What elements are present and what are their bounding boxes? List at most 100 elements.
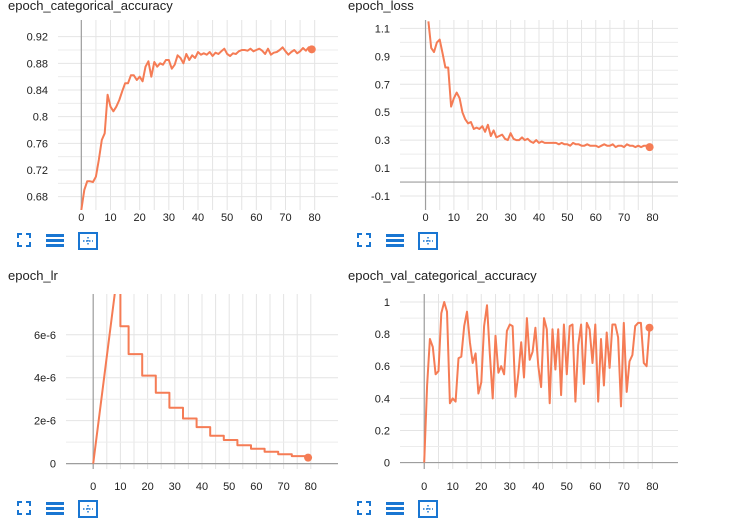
fullscreen-icon [17,233,31,247]
x-tick-label: 0 [90,481,96,493]
y-tick-label: 0.88 [27,58,48,70]
x-tick-label: 0 [422,212,428,224]
y-tick-label: 0.7 [375,79,390,91]
series-line [423,301,651,463]
y-tick-label: 6e-6 [34,330,56,342]
y-tick-label: 0.6 [375,361,390,373]
fullscreen-button[interactable] [356,232,376,250]
x-tick-label: 80 [309,212,321,224]
x-tick-label: 10 [448,212,460,224]
fit-domain-icon [418,232,438,250]
y-tick-label: 0.72 [27,165,48,177]
x-tick-label: 70 [618,212,630,224]
x-tick-label: 70 [277,481,289,493]
x-tick-label: 80 [305,481,317,493]
x-tick-label: 60 [250,212,262,224]
fit-domain-button[interactable] [418,500,438,518]
fullscreen-button[interactable] [16,500,36,518]
x-tick-label: 20 [134,212,146,224]
series-line [80,46,313,210]
fullscreen-button[interactable] [16,232,36,250]
toggle-log-scale-button[interactable] [386,500,406,518]
chart-title: epoch_lr [8,268,58,283]
x-tick-label: 30 [169,481,181,493]
x-tick-label: 10 [114,481,126,493]
fit-domain-icon [78,500,98,518]
y-tick-label: 0.1 [375,163,390,175]
y-tick-label: 0.92 [27,32,48,44]
x-tick-label: 70 [618,481,630,493]
last-point-marker[interactable] [645,323,654,332]
chart-panel-lr: epoch_lr 0 10 20 30 40 50 60 70 80 0 2e-6 4e-6 6e-6 [0,264,340,524]
x-tick-label: 30 [505,212,517,224]
y-tick-label: 2e-6 [34,416,56,428]
x-tick-label: 30 [163,212,175,224]
y-tick-label: 0.4 [375,393,390,405]
y-tick-label: 0.3 [375,135,390,147]
fit-domain-icon [78,232,98,250]
x-tick-label: 10 [447,481,459,493]
chart-title: epoch_categorical_accuracy [8,0,173,13]
fullscreen-icon [17,501,31,515]
last-point-marker[interactable] [307,45,316,54]
x-tick-label: 60 [589,481,601,493]
list-icon [46,234,64,247]
y-tick-label: 0.8 [33,112,48,124]
y-tick-label: -0.1 [371,191,390,203]
chart-lr[interactable]: 0 10 20 30 40 50 60 70 80 0 2e-6 4e-6 6e-6 [0,264,340,504]
chart-panel-accuracy: epoch_categorical_accuracy 0 10 20 30 40 50 60… [0,0,340,260]
fit-domain-button[interactable] [78,232,98,250]
x-tick-label: 60 [250,481,262,493]
chart-val-accuracy[interactable]: 0 10 20 30 40 50 60 70 80 0 0.2 0.4 0.6 0.8 1 [340,264,743,504]
fit-domain-button[interactable] [78,500,98,518]
fit-domain-icon [418,500,438,518]
x-tick-label: 0 [78,212,84,224]
toggle-log-scale-button[interactable] [386,232,406,250]
x-tick-label: 20 [475,481,487,493]
last-point-marker[interactable] [645,143,654,152]
x-tick-label: 40 [196,481,208,493]
y-tick-label: 0 [50,459,56,471]
y-tick-label: 0.84 [27,85,48,97]
y-tick-label: 4e-6 [34,373,56,385]
fullscreen-button[interactable] [356,500,376,518]
x-tick-label: 0 [421,481,427,493]
fullscreen-icon [357,501,371,515]
fullscreen-icon [357,233,371,247]
y-tick-label: 0.2 [375,425,390,437]
y-tick-label: 0.68 [27,192,48,204]
chart-title: epoch_loss [348,0,414,13]
toggle-log-scale-button[interactable] [46,232,66,250]
toggle-log-scale-button[interactable] [46,500,66,518]
y-tick-label: 0.8 [375,329,390,341]
x-tick-label: 80 [646,212,658,224]
x-tick-label: 80 [646,481,658,493]
x-tick-label: 50 [223,481,235,493]
x-tick-label: 30 [504,481,516,493]
series-line [92,294,309,464]
list-icon [46,502,64,515]
y-tick-label: 1.1 [375,23,390,35]
chart-title: epoch_val_categorical_accuracy [348,268,537,283]
x-tick-label: 40 [533,212,545,224]
x-tick-label: 10 [104,212,116,224]
x-tick-label: 60 [590,212,602,224]
chart-panel-val-accuracy: epoch_val_categorical_accuracy 0 10 20 30 40… [340,264,743,524]
y-tick-label: 0.5 [375,107,390,119]
chart-panel-loss: epoch_loss 0 10 20 30 40 50 60 70 80 -0.1 0.1 0.3 0.… [340,0,743,260]
x-tick-label: 20 [476,212,488,224]
x-tick-label: 40 [532,481,544,493]
x-tick-label: 40 [192,212,204,224]
y-tick-label: 1 [384,297,390,309]
fit-domain-button[interactable] [418,232,438,250]
chart-loss[interactable]: 0 10 20 30 40 50 60 70 80 -0.1 0.1 0.3 0.5 0.7 0.9 1.1 [340,0,743,240]
y-tick-label: 0 [384,458,390,470]
list-icon [386,502,404,515]
series-line [427,21,651,149]
chart-accuracy[interactable]: 0 10 20 30 40 50 60 70 80 0.68 0.72 0.76 0.8 0.84 0.88… [0,0,340,240]
x-tick-label: 50 [561,212,573,224]
y-tick-label: 0.9 [375,51,390,63]
last-point-marker[interactable] [304,453,313,462]
x-tick-label: 70 [279,212,291,224]
list-icon [386,234,404,247]
